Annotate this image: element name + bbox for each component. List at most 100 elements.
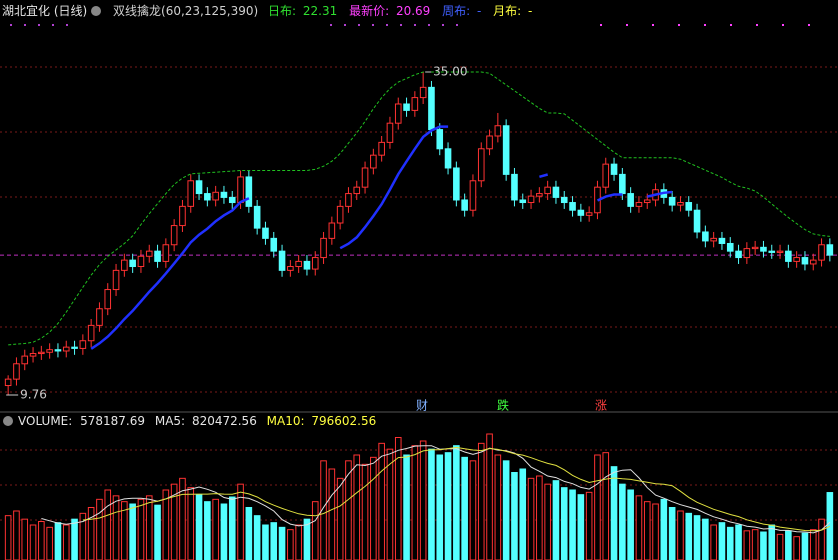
candle-body <box>428 86 435 131</box>
candle-body <box>793 257 800 262</box>
volume-bar <box>560 487 568 560</box>
field-value: 20.69 <box>396 4 430 18</box>
candle-body <box>785 250 792 262</box>
candle-body <box>677 202 684 206</box>
volume-bar <box>809 529 817 560</box>
candle-body <box>253 205 261 229</box>
ma5-value: 820472.56 <box>192 414 257 428</box>
stock-title: 湖北宜化 (日线) <box>2 3 87 18</box>
candle-body <box>79 340 87 349</box>
candle-body <box>743 248 751 259</box>
ma5-label: MA5: <box>155 414 185 428</box>
volume-bar <box>776 533 784 560</box>
candle-body <box>453 167 460 201</box>
volume-bar <box>801 532 809 560</box>
field-value: 22.31 <box>303 4 337 18</box>
volume-bar <box>403 454 410 560</box>
candle-body <box>29 353 37 357</box>
volume-bar <box>228 496 236 560</box>
volume-bar <box>104 489 112 560</box>
candle-body <box>71 346 78 349</box>
candle-body <box>303 260 311 270</box>
volume-bar <box>96 498 103 560</box>
candle-body <box>87 324 95 342</box>
volume-bar <box>519 468 527 560</box>
candle-body <box>179 205 186 227</box>
candle-body <box>552 186 560 198</box>
volume-bar <box>295 524 302 560</box>
candle-body <box>386 122 394 143</box>
candle-body <box>38 351 45 355</box>
candle-body <box>768 250 776 253</box>
candle-body <box>735 250 742 259</box>
volume-bar <box>735 524 742 560</box>
volume-bar <box>569 489 576 560</box>
ma10-value: 796602.56 <box>311 414 376 428</box>
candle-body <box>21 355 29 365</box>
candle-body <box>519 199 527 204</box>
candle-body <box>204 193 211 201</box>
candle-body <box>121 259 128 271</box>
volume-bar <box>278 526 286 560</box>
settings-icon[interactable] <box>91 6 101 16</box>
volume-bar <box>685 512 693 560</box>
candle-body <box>187 180 195 207</box>
volume-ma10 <box>82 446 831 532</box>
candle-body <box>444 148 452 169</box>
candle-body <box>751 246 759 250</box>
volume-bar <box>635 495 643 560</box>
volume-bar <box>436 454 444 560</box>
volume-bar <box>610 466 618 560</box>
volume-header: VOLUME: 578187.69 MA5: 820472.56 MA10: 7… <box>18 414 376 428</box>
candle-body <box>311 257 319 270</box>
candle-body <box>62 346 70 352</box>
volume-bar <box>253 515 261 560</box>
volume-bar <box>677 510 684 560</box>
volume-bar <box>311 501 319 560</box>
candle-body <box>511 173 518 201</box>
candle-body <box>635 202 643 207</box>
volume-bar <box>668 507 676 560</box>
volume-bar <box>62 524 70 560</box>
volume-bar <box>195 494 203 560</box>
candle-body <box>328 222 336 239</box>
candle-body <box>345 193 352 207</box>
volume-bar <box>336 477 344 560</box>
candle-body <box>46 349 53 353</box>
volume-bar <box>419 440 427 560</box>
candle-body <box>826 244 834 256</box>
candle-body <box>137 255 145 268</box>
volume-bar <box>237 483 244 560</box>
volume-bar <box>502 460 510 560</box>
volume-bar <box>536 475 543 560</box>
candle-body <box>295 260 302 268</box>
candle-body <box>602 163 610 188</box>
candle-body <box>494 125 502 137</box>
volume-bar <box>477 442 485 560</box>
candle-body <box>486 135 493 150</box>
volume-bar <box>693 515 701 560</box>
volume-bar <box>270 522 278 560</box>
volume-bar <box>768 524 776 560</box>
candle-body <box>403 103 410 111</box>
volume-bar <box>552 480 560 560</box>
volume-bar <box>818 518 825 560</box>
candle-body <box>361 167 369 188</box>
candle-body <box>577 209 585 216</box>
candle-body <box>594 186 601 214</box>
candle-body <box>726 242 734 252</box>
field-value: - <box>528 4 532 18</box>
candle-body <box>353 186 361 195</box>
volume-bar <box>577 494 585 560</box>
candle-body <box>544 186 551 195</box>
candle-body <box>610 163 618 175</box>
field-label: 日布: <box>268 4 296 18</box>
candle-body <box>245 176 253 207</box>
settings-icon[interactable] <box>3 416 13 426</box>
volume-bar <box>652 503 659 560</box>
candle-body <box>469 180 477 211</box>
volume-bar <box>212 498 219 560</box>
candle-body <box>809 259 817 265</box>
